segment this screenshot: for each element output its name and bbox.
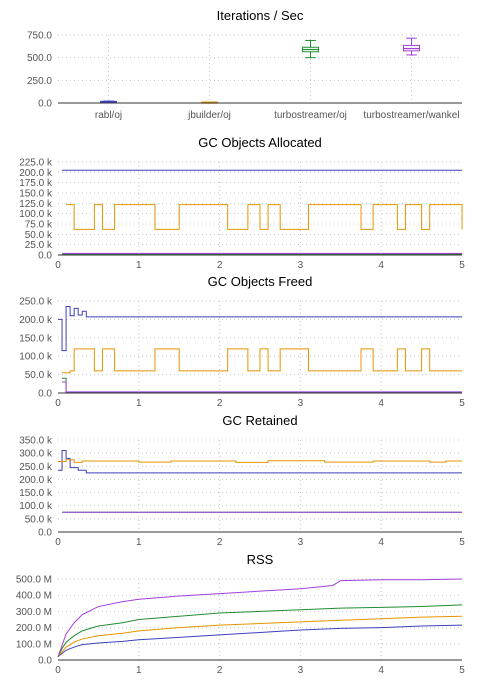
x-tick-label: 1 — [136, 537, 142, 548]
y-tick-label: 100.0 k — [19, 352, 53, 363]
x-tick-label: 1 — [136, 398, 142, 409]
x-tick-label: 1 — [136, 665, 142, 676]
y-tick-label: 50.0 k — [25, 370, 53, 381]
x-tick-label: 5 — [459, 398, 465, 409]
y-tick-label: 50.0 k — [25, 230, 53, 241]
x-tick-label: 4 — [378, 398, 384, 409]
series-line-jbuilder_oj — [57, 615, 463, 658]
x-tick-label: 0 — [55, 537, 61, 548]
box-turbostreamer_wankel — [403, 37, 420, 56]
y-tick-label: 225.0 k — [19, 158, 53, 169]
series-line-rabl_oj — [57, 624, 463, 658]
series-line-jbuilder_oj — [62, 348, 462, 374]
y-tick-label: 0.0 — [38, 251, 52, 262]
chart-title: GC Objects Freed — [208, 274, 313, 289]
x-tick-label: 5 — [459, 537, 465, 548]
series-line-jbuilder_oj — [58, 459, 462, 463]
y-tick-label: 200.0 M — [16, 623, 52, 634]
x-tick-label: 1 — [136, 260, 142, 271]
y-tick-label: 200.0 k — [19, 315, 53, 326]
y-tick-label: 300.0 k — [19, 449, 53, 460]
y-tick-label: 0.0 — [38, 389, 52, 400]
y-tick-label: 0.0 — [38, 99, 52, 110]
x-tick-label: 5 — [459, 665, 465, 676]
y-tick-label: 175.0 k — [19, 178, 53, 189]
x-tick-label: 4 — [378, 537, 384, 548]
chart-title: GC Objects Allocated — [198, 135, 322, 150]
y-tick-label: 150.0 k — [19, 333, 53, 344]
x-category-label: rabl/oj — [95, 110, 122, 121]
x-tick-label: 0 — [55, 665, 61, 676]
chart-title: Iterations / Sec — [217, 8, 304, 23]
y-tick-label: 400.0 M — [16, 591, 52, 602]
x-tick-label: 2 — [217, 537, 223, 548]
y-tick-label: 750.0 — [27, 31, 52, 42]
x-tick-label: 4 — [378, 260, 384, 271]
chart-freed: GC Objects Freed 0.0 50.0 k 100.0 k 150.0 k 2… — [19, 274, 465, 409]
y-tick-label: 100.0 k — [19, 209, 53, 220]
chart-rss: RSS 0.0 100.0 M 200.0 M 300.0 M 400.0 M 500.0 … — [16, 552, 465, 676]
y-tick-label: 500.0 M — [16, 575, 52, 586]
y-tick-label: 25.0 k — [25, 240, 53, 251]
y-tick-label: 75.0 k — [25, 220, 53, 231]
x-tick-label: 4 — [378, 665, 384, 676]
x-tick-label: 3 — [298, 260, 304, 271]
x-tick-label: 2 — [217, 665, 223, 676]
y-tick-label: 250.0 k — [19, 297, 53, 308]
box-turbostreamer_oj — [302, 39, 319, 59]
x-tick-label: 3 — [298, 398, 304, 409]
y-tick-label: 150.0 k — [19, 189, 53, 200]
y-tick-label: 0.0 — [38, 656, 52, 667]
x-tick-label: 0 — [55, 260, 61, 271]
chart-title: GC Retained — [222, 413, 297, 428]
x-category-label: turbostreamer/oj — [274, 110, 347, 121]
box-rabl_oj — [100, 100, 117, 103]
y-tick-label: 350.0 k — [19, 436, 53, 447]
series-line-rabl_oj — [58, 306, 462, 352]
x-tick-label: 0 — [55, 398, 61, 409]
y-tick-label: 200.0 k — [19, 168, 53, 179]
x-category-label: jbuilder/oj — [187, 110, 231, 121]
series-line-turbostreamer_wankel — [62, 381, 462, 393]
x-tick-label: 3 — [298, 537, 304, 548]
x-tick-label: 2 — [217, 260, 223, 271]
y-tick-label: 250.0 k — [19, 462, 53, 473]
chart-title: RSS — [247, 552, 274, 567]
x-tick-label: 3 — [298, 665, 304, 676]
chart-retained: GC Retained 0.0 50.0 k 100.0 k 150.0 k 200.0 … — [19, 413, 465, 548]
y-tick-label: 0.0 — [38, 528, 52, 539]
y-tick-label: 200.0 k — [19, 475, 53, 486]
series-line-rabl_oj — [58, 450, 462, 474]
y-tick-label: 300.0 M — [16, 607, 52, 618]
series-line-turbostreamer_wankel — [57, 578, 463, 657]
y-tick-label: 50.0 k — [25, 514, 53, 525]
y-tick-label: 100.0 M — [16, 639, 52, 650]
x-tick-label: 2 — [217, 398, 223, 409]
y-tick-label: 125.0 k — [19, 199, 53, 210]
chart-ips: Iterations / Sec 0.0 250.0 500.0 750.0 rabl/o… — [27, 8, 462, 121]
series-line-jbuilder_oj — [66, 204, 463, 230]
x-tick-label: 5 — [459, 260, 465, 271]
y-tick-label: 150.0 k — [19, 488, 53, 499]
series-line-turbostreamer_oj — [62, 377, 462, 393]
y-tick-label: 250.0 — [27, 76, 52, 87]
y-tick-label: 500.0 — [27, 53, 52, 64]
y-tick-label: 100.0 k — [19, 501, 53, 512]
chart-alloc: GC Objects Allocated 0.025.0 k50.0 k75.0 … — [19, 135, 465, 271]
series-line-turbostreamer_oj — [57, 604, 463, 657]
x-category-label: turbostreamer/wankel — [363, 110, 459, 121]
